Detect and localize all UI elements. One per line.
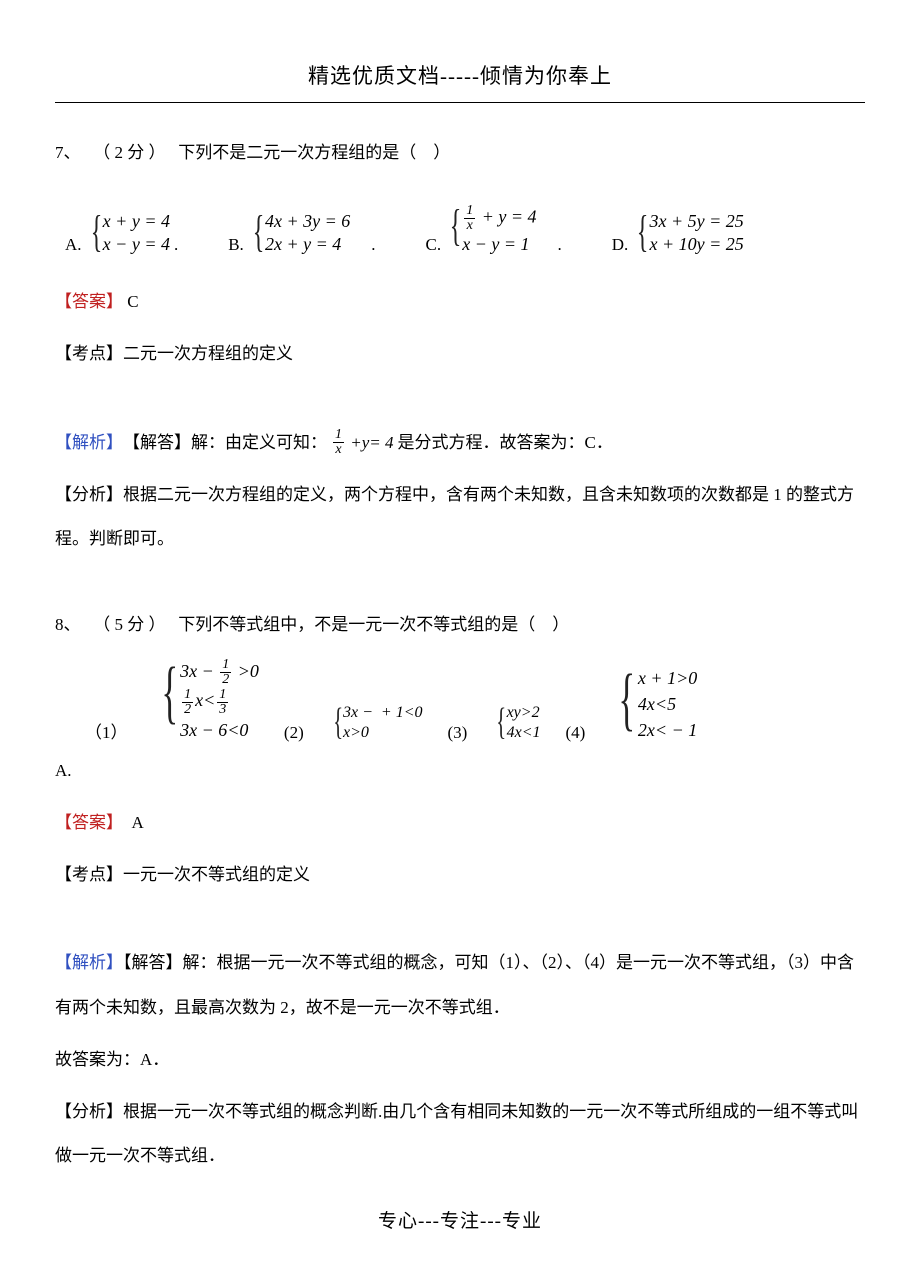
q7-choice-b: B. { 4x + 3y = 6 2x + y = 4 . xyxy=(228,210,375,255)
q7-a-eq1: x + y = 4 xyxy=(103,210,170,233)
q8-answer: 【答案】 A xyxy=(55,801,865,845)
label-c: C. xyxy=(426,235,442,255)
page-header: 精选优质文档-----倾情为你奉上 xyxy=(55,60,865,103)
q7-jiexi: 【解析】【解答】解：由定义可知： 1x + y = 4 是分式方程．故答案为：C… xyxy=(55,421,865,465)
q8-n1: （1） xyxy=(85,718,128,743)
q8-number: 8、 xyxy=(55,615,72,634)
answer-value: C xyxy=(127,292,138,311)
q8-c3: { xy>2 4x<1 xyxy=(492,703,540,743)
q8-n4: (4) xyxy=(565,723,585,743)
q8-c3-2: 4x<1 xyxy=(507,723,541,743)
q7-text: 下列不是二元一次方程组的是（ ） xyxy=(178,143,450,162)
jiexi-label: 【解析】 xyxy=(55,421,123,465)
q8-c4-1: x + 1>0 xyxy=(638,665,697,691)
q8-c1-3: 3x − 6<0 xyxy=(180,717,259,743)
q8-c3-1: xy>2 xyxy=(507,703,541,723)
answer-label: 【答案】 xyxy=(55,813,115,832)
q7-choice-d: D. { 3x + 5y = 25 x + 10y = 25 xyxy=(612,210,744,255)
q7-fenxi: 【分析】根据二元一次方程组的定义，两个方程中，含有两个未知数，且含未知数项的次数… xyxy=(55,473,865,561)
q7-choices: A. { x + y = 4 x − y = 4 . B. { 4x + 3y … xyxy=(55,204,865,256)
kaodian-label: 【考点】 xyxy=(55,865,123,884)
q8-choices: （1） { 3x − 12 >0 12x<13 3x − 6<0 (2) { 3… xyxy=(55,658,865,743)
jieda-prefix: 解：由定义可知： xyxy=(191,421,327,465)
q8-c4-3: 2x< − 1 xyxy=(638,717,697,743)
kaodian-text: 二元一次方程组的定义 xyxy=(123,344,293,363)
label-a: A. xyxy=(65,235,82,255)
label-b: B. xyxy=(228,235,244,255)
jieda-suffix: 是分式方程．故答案为：C． xyxy=(398,421,613,465)
q8-text: 下列不等式组中，不是一元一次不等式组的是（ ） xyxy=(178,615,569,634)
jieda-label: 【解答】 xyxy=(123,953,183,972)
q8-guda: 故答案为：A． xyxy=(55,1038,865,1082)
q7-points: （ 2 分 ） xyxy=(93,143,157,162)
q7-b-eq2: 2x + y = 4 xyxy=(265,233,350,256)
fenxi-label: 【分析】 xyxy=(55,485,123,504)
q7-kaodian: 【考点】二元一次方程组的定义 xyxy=(55,332,865,376)
q7-number: 7、 xyxy=(55,143,72,162)
answer-label: 【答案】 xyxy=(55,292,123,311)
page-footer: 专心---专注---专业 xyxy=(0,1206,920,1233)
q7-choice-c: C. { 1x + y = 4 x − y = 1 . xyxy=(426,204,562,256)
fenxi-text: 根据二元一次方程组的定义，两个方程中，含有两个未知数，且含未知数项的次数都是 1… xyxy=(55,485,854,548)
q8-c1-1: 3x − 12 >0 xyxy=(180,658,259,687)
q8-jiexi: 【解析】【解答】解：根据一元一次不等式组的概念，可知（1）、（2）、（4）是一元… xyxy=(55,941,865,1029)
label-d: D. xyxy=(612,235,629,255)
kaodian-text: 一元一次不等式组的定义 xyxy=(123,865,310,884)
q8-c1-2: 12x<13 xyxy=(180,687,259,716)
q7-c-eq2: x − y = 1 xyxy=(462,233,536,256)
q8-c2-2: x>0 xyxy=(343,723,423,743)
q8-stem: 8、 （ 5 分 ） 下列不等式组中，不是一元一次不等式组的是（ ） xyxy=(55,605,865,646)
q8-n2: (2) xyxy=(284,723,304,743)
q8-c2: { 3x − + 1<0 x>0 xyxy=(329,703,423,743)
q8-kaodian: 【考点】一元一次不等式组的定义 xyxy=(55,853,865,897)
q7-d-eq2: x + 10y = 25 xyxy=(649,233,743,256)
kaodian-label: 【考点】 xyxy=(55,344,123,363)
q7-answer: 【答案】 C xyxy=(55,280,865,324)
q8-n3: (3) xyxy=(448,723,468,743)
q8-points: （ 5 分 ） xyxy=(93,615,157,634)
q8-c4: { x + 1>0 4x<5 2x< − 1 xyxy=(610,665,697,743)
q8-A: A. xyxy=(55,749,865,793)
answer-value: A xyxy=(132,813,144,832)
q7-stem: 7、 （ 2 分 ） 下列不是二元一次方程组的是（ ） xyxy=(55,133,865,174)
q7-inline-eq: 1x + y = 4 xyxy=(331,421,394,465)
q8-c2-1: 3x − + 1<0 xyxy=(343,703,423,723)
q7-choice-a: A. { x + y = 4 x − y = 4 . xyxy=(65,210,178,255)
jiexi-label: 【解析】 xyxy=(55,953,123,972)
q8-c4-2: 4x<5 xyxy=(638,691,697,717)
q7-a-eq2: x − y = 4 xyxy=(103,233,170,256)
jieda-label: 【解答】 xyxy=(123,421,191,465)
q8-fenxi: 【分析】根据一元一次不等式组的概念判断.由几个含有相同未知数的一元一次不等式所组… xyxy=(55,1090,865,1178)
fenxi-label: 【分析】 xyxy=(55,1102,123,1121)
q7-b-eq1: 4x + 3y = 6 xyxy=(265,210,350,233)
q7-d-eq1: 3x + 5y = 25 xyxy=(649,210,743,233)
q7-c-eq1: 1x + y = 4 xyxy=(462,204,536,233)
q8-c1: { 3x − 12 >0 12x<13 3x − 6<0 xyxy=(153,658,259,743)
fenxi-text: 根据一元一次不等式组的概念判断.由几个含有相同未知数的一元一次不等式所组成的一组… xyxy=(55,1102,858,1165)
